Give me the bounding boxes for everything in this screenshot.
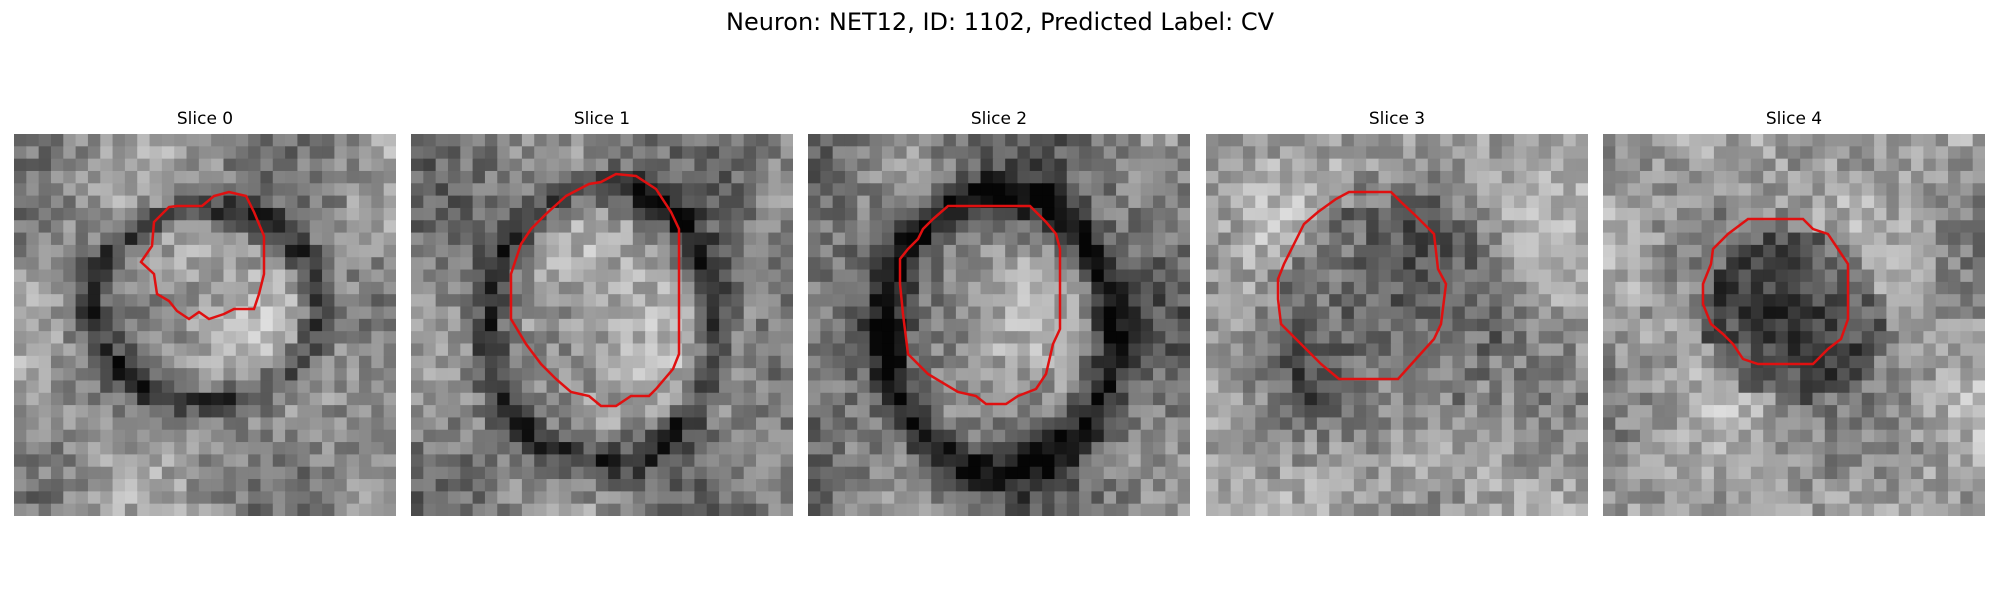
slice-3-image	[1206, 134, 1588, 516]
slice-0-contour	[139, 190, 266, 321]
slice-1-contour	[509, 172, 681, 408]
slice-2-panel	[808, 134, 1190, 516]
slice-3-title: Slice 3	[1368, 109, 1426, 129]
slice-4-title: Slice 4	[1765, 109, 1823, 129]
slice-1-title: Slice 1	[573, 109, 631, 129]
slice-1-image	[411, 134, 793, 516]
slice-3-panel	[1206, 134, 1588, 516]
slice-2-image	[808, 134, 1190, 516]
slice-2-contour	[898, 204, 1062, 406]
slice-0-title: Slice 0	[176, 109, 234, 129]
slice-2-title: Slice 2	[970, 109, 1028, 129]
slice-4-panel	[1603, 134, 1985, 516]
slice-1-panel	[411, 134, 793, 516]
slice-4-image	[1603, 134, 1985, 516]
slice-0-panel	[14, 134, 396, 516]
slice-0-image	[14, 134, 396, 516]
slice-3-contour	[1276, 190, 1448, 381]
figure-title: Neuron: NET12, ID: 1102, Predicted Label…	[726, 8, 1274, 36]
slice-4-contour	[1701, 217, 1850, 366]
